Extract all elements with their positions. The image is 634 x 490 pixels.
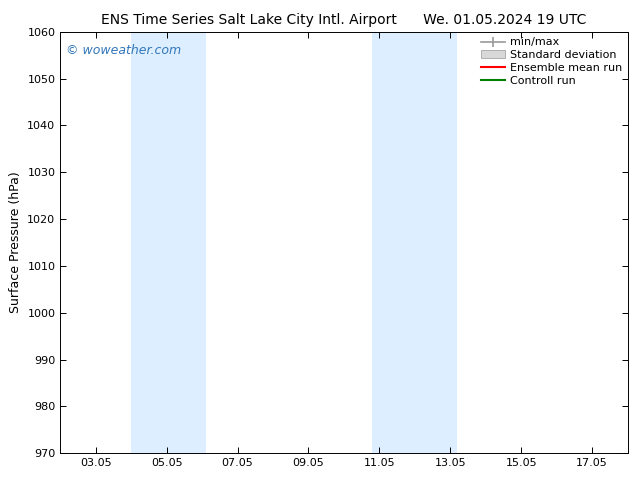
Y-axis label: Surface Pressure (hPa): Surface Pressure (hPa) <box>9 172 22 314</box>
Bar <box>184 32 205 453</box>
Bar <box>408 32 457 453</box>
Title: ENS Time Series Salt Lake City Intl. Airport      We. 01.05.2024 19 UTC: ENS Time Series Salt Lake City Intl. Air… <box>101 13 586 26</box>
Bar <box>131 32 184 453</box>
Bar <box>372 32 408 453</box>
Text: © woweather.com: © woweather.com <box>66 45 181 57</box>
Legend: min/max, Standard deviation, Ensemble mean run, Controll run: min/max, Standard deviation, Ensemble me… <box>479 35 624 88</box>
